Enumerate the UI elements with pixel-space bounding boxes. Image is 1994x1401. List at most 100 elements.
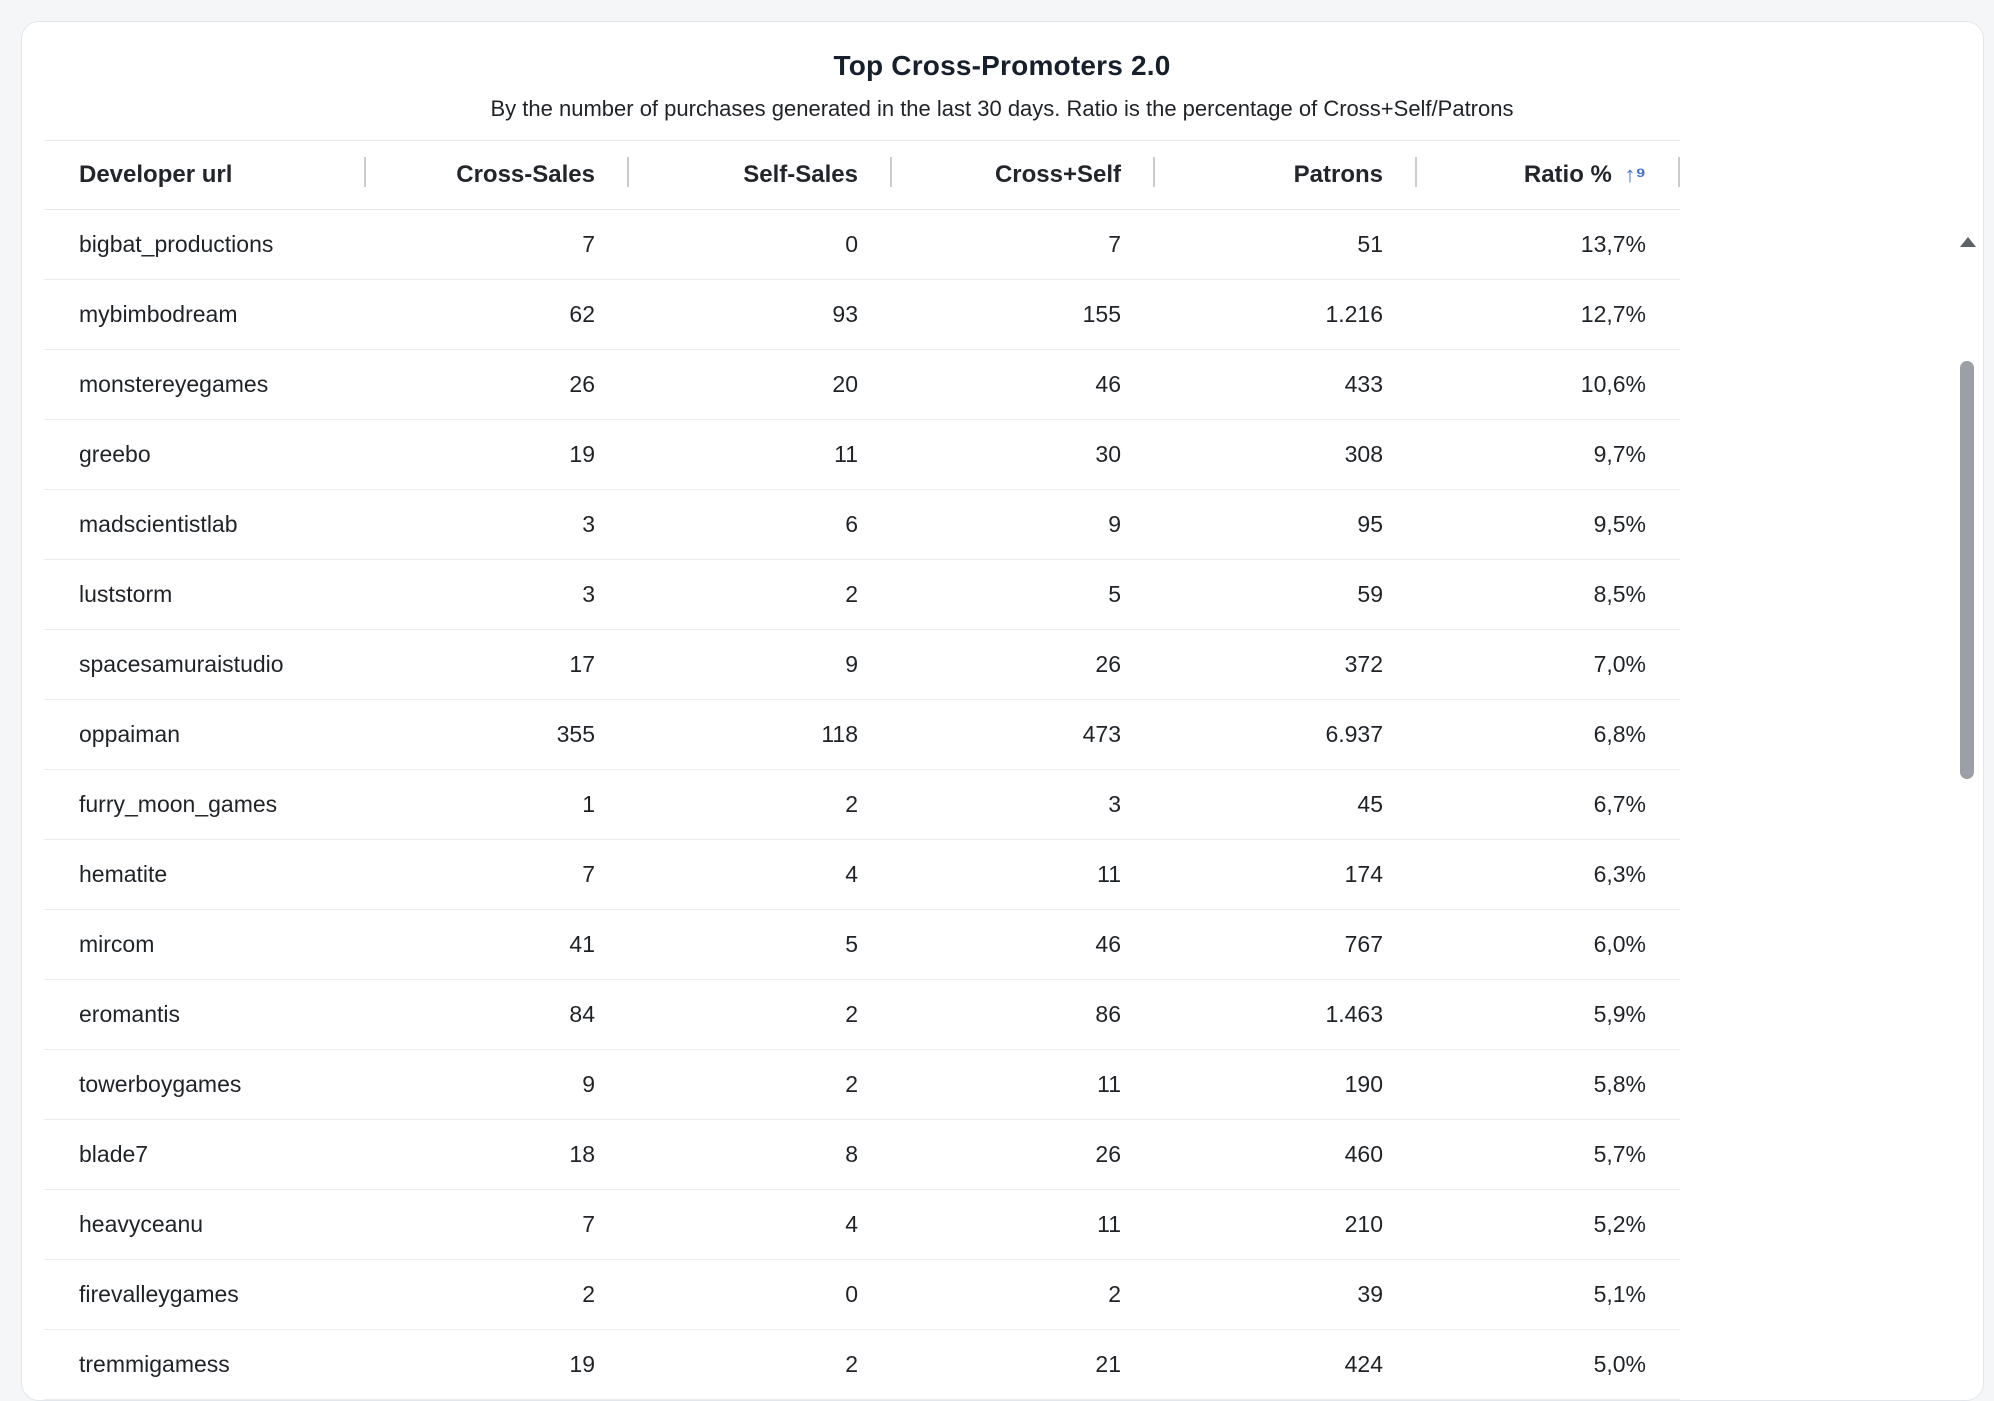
cross-promoters-table: Developer url Cross-Sales Self-Sales Cro…	[44, 141, 1680, 1400]
cell-cross-sales: 84	[366, 979, 629, 1050]
cell-cross-sales: 41	[366, 909, 629, 980]
cell-ratio: 6,3%	[1417, 839, 1680, 910]
table-row[interactable]: mybimbodream 62 93 155 1.216 12,7%	[44, 279, 1680, 350]
cell-self-sales: 2	[629, 979, 892, 1050]
table-row[interactable]: spacesamuraistudio 17 9 26 372 7,0%	[44, 629, 1680, 700]
cell-developer-url: furry_moon_games	[44, 769, 366, 840]
cell-ratio: 6,0%	[1417, 909, 1680, 980]
column-header-developer[interactable]: Developer url	[44, 141, 366, 210]
cell-ratio: 12,7%	[1417, 279, 1680, 350]
cell-ratio: 5,8%	[1417, 1049, 1680, 1120]
cell-ratio: 6,7%	[1417, 769, 1680, 840]
cell-cross-sales: 2	[366, 1259, 629, 1330]
cell-self-sales: 4	[629, 1189, 892, 1260]
sort-ascending-icon[interactable]: ↑⁹	[1624, 162, 1646, 187]
scrollbar-thumb[interactable]	[1960, 361, 1974, 779]
table-row[interactable]: furry_moon_games 1 2 3 45 6,7%	[44, 769, 1680, 840]
cell-cross-self: 46	[892, 909, 1155, 980]
cell-ratio: 5,7%	[1417, 1119, 1680, 1190]
cell-self-sales: 4	[629, 839, 892, 910]
cell-cross-sales: 7	[366, 209, 629, 280]
cell-cross-self: 2	[892, 1259, 1155, 1330]
cell-developer-url: monstereyegames	[44, 349, 366, 420]
column-resize-handle[interactable]	[890, 157, 892, 187]
cell-patrons: 45	[1155, 769, 1417, 840]
cell-ratio: 7,0%	[1417, 629, 1680, 700]
cell-cross-self: 26	[892, 629, 1155, 700]
card-subtitle: By the number of purchases generated in …	[490, 96, 1514, 121]
cell-developer-url: tremmigamess	[44, 1329, 366, 1400]
cell-patrons: 174	[1155, 839, 1417, 910]
column-header-cross-sales[interactable]: Cross-Sales	[366, 141, 629, 210]
column-header-self-sales[interactable]: Self-Sales	[629, 141, 892, 210]
cell-ratio: 10,6%	[1417, 349, 1680, 420]
cell-cross-sales: 19	[366, 1329, 629, 1400]
cell-cross-sales: 19	[366, 419, 629, 490]
cell-ratio: 6,8%	[1417, 699, 1680, 770]
cell-cross-self: 11	[892, 1189, 1155, 1260]
cell-patrons: 767	[1155, 909, 1417, 980]
card-title: Top Cross-Promoters 2.0	[833, 50, 1171, 81]
table-row[interactable]: mircom 41 5 46 767 6,0%	[44, 909, 1680, 980]
cell-patrons: 6.937	[1155, 699, 1417, 770]
table-container[interactable]: Developer url Cross-Sales Self-Sales Cro…	[44, 140, 1680, 1400]
cell-ratio: 9,5%	[1417, 489, 1680, 560]
cell-patrons: 433	[1155, 349, 1417, 420]
cell-ratio: 5,9%	[1417, 979, 1680, 1050]
table-row[interactable]: firevalleygames 2 0 2 39 5,1%	[44, 1259, 1680, 1330]
table-header-row: Developer url Cross-Sales Self-Sales Cro…	[44, 141, 1680, 210]
table-row[interactable]: tremmigamess 19 2 21 424 5,0%	[44, 1329, 1680, 1400]
cell-cross-self: 7	[892, 209, 1155, 280]
cell-patrons: 308	[1155, 419, 1417, 490]
column-header-cross-self[interactable]: Cross+Self	[892, 141, 1155, 210]
cell-developer-url: luststorm	[44, 559, 366, 630]
cell-cross-self: 155	[892, 279, 1155, 350]
scroll-up-arrow-icon[interactable]	[1960, 237, 1976, 247]
cell-cross-sales: 26	[366, 349, 629, 420]
table-row[interactable]: hematite 7 4 11 174 6,3%	[44, 839, 1680, 910]
cell-developer-url: blade7	[44, 1119, 366, 1190]
column-resize-handle[interactable]	[1415, 157, 1417, 187]
cell-cross-sales: 7	[366, 839, 629, 910]
cell-patrons: 372	[1155, 629, 1417, 700]
column-header-patrons[interactable]: Patrons	[1155, 141, 1417, 210]
cell-cross-sales: 1	[366, 769, 629, 840]
table-row[interactable]: oppaiman 355 118 473 6.937 6,8%	[44, 699, 1680, 770]
column-header-label: Ratio %	[1523, 161, 1612, 188]
vertical-scrollbar[interactable]	[1957, 237, 1977, 1397]
cell-patrons: 1.463	[1155, 979, 1417, 1050]
table-row[interactable]: luststorm 3 2 5 59 8,5%	[44, 559, 1680, 630]
cell-developer-url: hematite	[44, 839, 366, 910]
column-resize-handle[interactable]	[364, 157, 366, 187]
table-row[interactable]: eromantis 84 2 86 1.463 5,9%	[44, 979, 1680, 1050]
column-resize-handle[interactable]	[1153, 157, 1155, 187]
cell-cross-self: 11	[892, 1049, 1155, 1120]
cell-patrons: 59	[1155, 559, 1417, 630]
column-header-label: Cross-Sales	[456, 161, 595, 188]
column-header-label: Cross+Self	[994, 161, 1121, 188]
cell-cross-self: 46	[892, 349, 1155, 420]
cell-developer-url: greebo	[44, 419, 366, 490]
table-row[interactable]: monstereyegames 26 20 46 433 10,6%	[44, 349, 1680, 420]
column-header-ratio[interactable]: Ratio % ↑⁹	[1417, 141, 1680, 210]
cell-ratio: 13,7%	[1417, 209, 1680, 280]
cell-patrons: 424	[1155, 1329, 1417, 1400]
table-row[interactable]: bigbat_productions 7 0 7 51 13,7%	[44, 209, 1680, 280]
table-row[interactable]: heavyceanu 7 4 11 210 5,2%	[44, 1189, 1680, 1260]
table-row[interactable]: greebo 19 11 30 308 9,7%	[44, 419, 1680, 490]
cell-self-sales: 0	[629, 1259, 892, 1330]
column-header-label: Developer url	[79, 161, 233, 188]
cell-self-sales: 9	[629, 629, 892, 700]
column-resize-handle[interactable]	[627, 157, 629, 187]
column-resize-handle[interactable]	[1678, 157, 1680, 187]
table-row[interactable]: blade7 18 8 26 460 5,7%	[44, 1119, 1680, 1190]
cell-patrons: 1.216	[1155, 279, 1417, 350]
cell-developer-url: spacesamuraistudio	[44, 629, 366, 700]
table-body: bigbat_productions 7 0 7 51 13,7% mybimbodream…	[44, 209, 1680, 1400]
column-header-label: Self-Sales	[743, 161, 858, 188]
cell-developer-url: mircom	[44, 909, 366, 980]
table-row[interactable]: madscientistlab 3 6 9 95 9,5%	[44, 489, 1680, 560]
cell-cross-sales: 9	[366, 1049, 629, 1120]
table-row[interactable]: towerboygames 9 2 11 190 5,8%	[44, 1049, 1680, 1120]
cell-developer-url: eromantis	[44, 979, 366, 1050]
